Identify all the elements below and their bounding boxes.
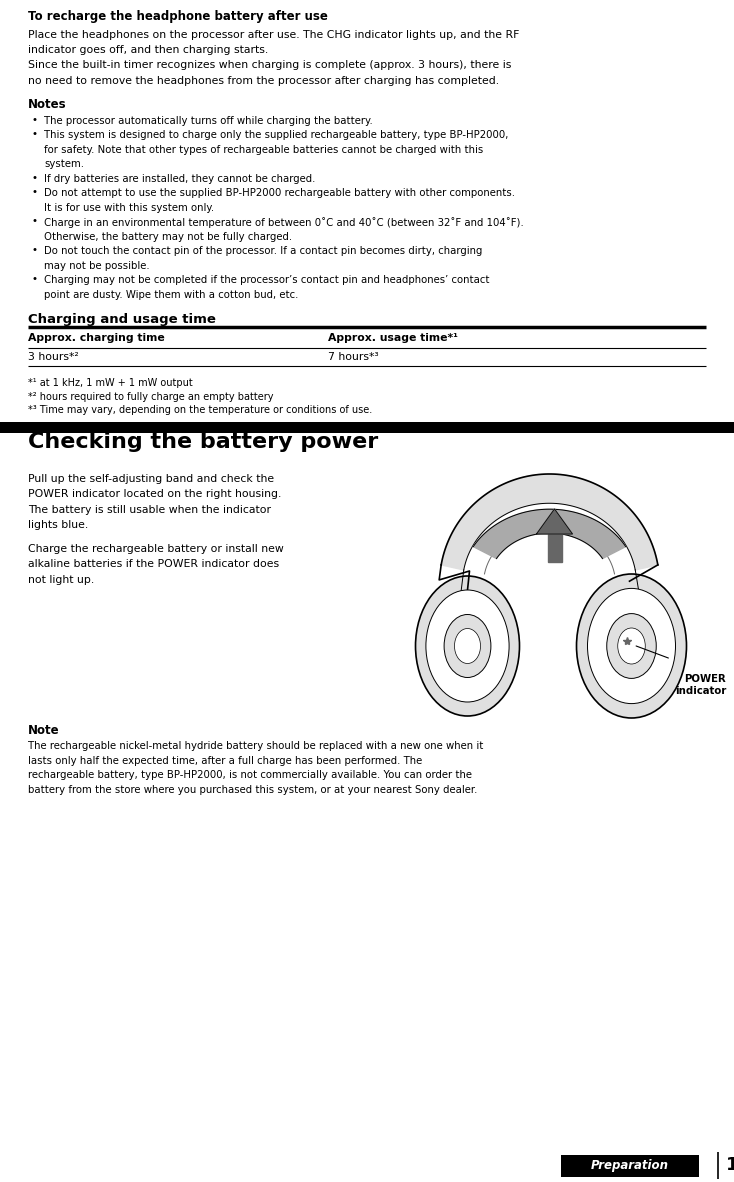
Text: 7 hours*³: 7 hours*³	[328, 352, 379, 362]
Ellipse shape	[444, 615, 491, 677]
Text: POWER indicator located on the right housing.: POWER indicator located on the right hou…	[28, 489, 281, 500]
Text: 13: 13	[726, 1156, 734, 1174]
Text: *³ Time may vary, depending on the temperature or conditions of use.: *³ Time may vary, depending on the tempe…	[28, 405, 372, 416]
Text: Do not touch the contact pin of the processor. If a contact pin becomes dirty, c: Do not touch the contact pin of the proc…	[44, 247, 482, 256]
Text: •: •	[31, 274, 37, 285]
Text: If dry batteries are installed, they cannot be charged.: If dry batteries are installed, they can…	[44, 174, 316, 184]
Text: indicator goes off, and then charging starts.: indicator goes off, and then charging st…	[28, 45, 268, 56]
Text: •: •	[31, 130, 37, 139]
Text: •: •	[31, 115, 37, 125]
Text: To recharge the headphone battery after use: To recharge the headphone battery after …	[28, 9, 328, 22]
Text: Note: Note	[28, 725, 59, 738]
Ellipse shape	[607, 613, 656, 678]
Text: •: •	[31, 216, 37, 227]
Text: for safety. Note that other types of rechargeable batteries cannot be charged wi: for safety. Note that other types of rec…	[44, 145, 483, 155]
Text: 3 hours*²: 3 hours*²	[28, 352, 79, 362]
Text: system.: system.	[44, 160, 84, 169]
Text: Charge the rechargeable battery or install new: Charge the rechargeable battery or insta…	[28, 544, 284, 554]
Bar	[0, 422, 734, 434]
Ellipse shape	[454, 629, 481, 663]
Text: Do not attempt to use the supplied BP-HP2000 rechargeable battery with other com: Do not attempt to use the supplied BP-HP…	[44, 188, 515, 199]
Text: *² hours required to fully charge an empty battery: *² hours required to fully charge an emp…	[28, 392, 274, 402]
Text: Preparation: Preparation	[591, 1160, 669, 1173]
Text: The processor automatically turns off while charging the battery.: The processor automatically turns off wh…	[44, 116, 373, 126]
Text: Charging and usage time: Charging and usage time	[28, 313, 216, 326]
Text: alkaline batteries if the POWER indicator does: alkaline batteries if the POWER indicato…	[28, 559, 279, 570]
Text: Approx. usage time*¹: Approx. usage time*¹	[328, 333, 458, 344]
Text: lasts only half the expected time, after a full charge has been performed. The: lasts only half the expected time, after…	[28, 756, 422, 766]
Text: no need to remove the headphones from the processor after charging has completed: no need to remove the headphones from th…	[28, 76, 499, 86]
Text: rechargeable battery, type BP-HP2000, is not commercially available. You can ord: rechargeable battery, type BP-HP2000, is…	[28, 771, 472, 780]
Text: This system is designed to charge only the supplied rechargeable battery, type B: This system is designed to charge only t…	[44, 130, 509, 141]
Text: may not be possible.: may not be possible.	[44, 261, 150, 271]
Polygon shape	[537, 509, 573, 534]
Text: •: •	[31, 246, 37, 255]
Text: The rechargeable nickel-metal hydride battery should be replaced with a new one : The rechargeable nickel-metal hydride ba…	[28, 741, 484, 752]
Ellipse shape	[415, 576, 520, 716]
Text: It is for use with this system only.: It is for use with this system only.	[44, 203, 214, 213]
Polygon shape	[441, 474, 658, 570]
Text: point are dusty. Wipe them with a cotton bud, etc.: point are dusty. Wipe them with a cotton…	[44, 290, 299, 300]
Text: Checking the battery power: Checking the battery power	[28, 431, 378, 452]
Ellipse shape	[587, 589, 675, 703]
Text: •: •	[31, 188, 37, 197]
Text: •: •	[31, 173, 37, 183]
Text: Place the headphones on the processor after use. The CHG indicator lights up, an: Place the headphones on the processor af…	[28, 30, 520, 39]
Text: battery from the store where you purchased this system, or at your nearest Sony : battery from the store where you purchas…	[28, 785, 477, 795]
Text: Charge in an environmental temperature of between 0˚C and 40˚C (between 32˚F and: Charge in an environmental temperature o…	[44, 217, 524, 228]
Polygon shape	[548, 534, 562, 561]
Text: Notes: Notes	[28, 98, 67, 111]
Text: Charging may not be completed if the processor’s contact pin and headphones’ con: Charging may not be completed if the pro…	[44, 275, 490, 286]
Text: POWER
indicator: POWER indicator	[675, 674, 726, 695]
Text: not light up.: not light up.	[28, 574, 94, 585]
Text: *¹ at 1 kHz, 1 mW + 1 mW output: *¹ at 1 kHz, 1 mW + 1 mW output	[28, 378, 193, 389]
Ellipse shape	[426, 590, 509, 702]
Polygon shape	[473, 509, 625, 559]
Ellipse shape	[576, 574, 686, 717]
Bar	[561, 1155, 699, 1176]
Text: lights blue.: lights blue.	[28, 520, 88, 531]
Text: Approx. charging time: Approx. charging time	[28, 333, 164, 344]
Text: Otherwise, the battery may not be fully charged.: Otherwise, the battery may not be fully …	[44, 232, 292, 242]
Text: Pull up the self-adjusting band and check the: Pull up the self-adjusting band and chec…	[28, 474, 274, 483]
Ellipse shape	[618, 628, 645, 664]
Text: The battery is still usable when the indicator: The battery is still usable when the ind…	[28, 505, 271, 515]
Text: Since the built-in timer recognizes when charging is complete (approx. 3 hours),: Since the built-in timer recognizes when…	[28, 60, 512, 71]
